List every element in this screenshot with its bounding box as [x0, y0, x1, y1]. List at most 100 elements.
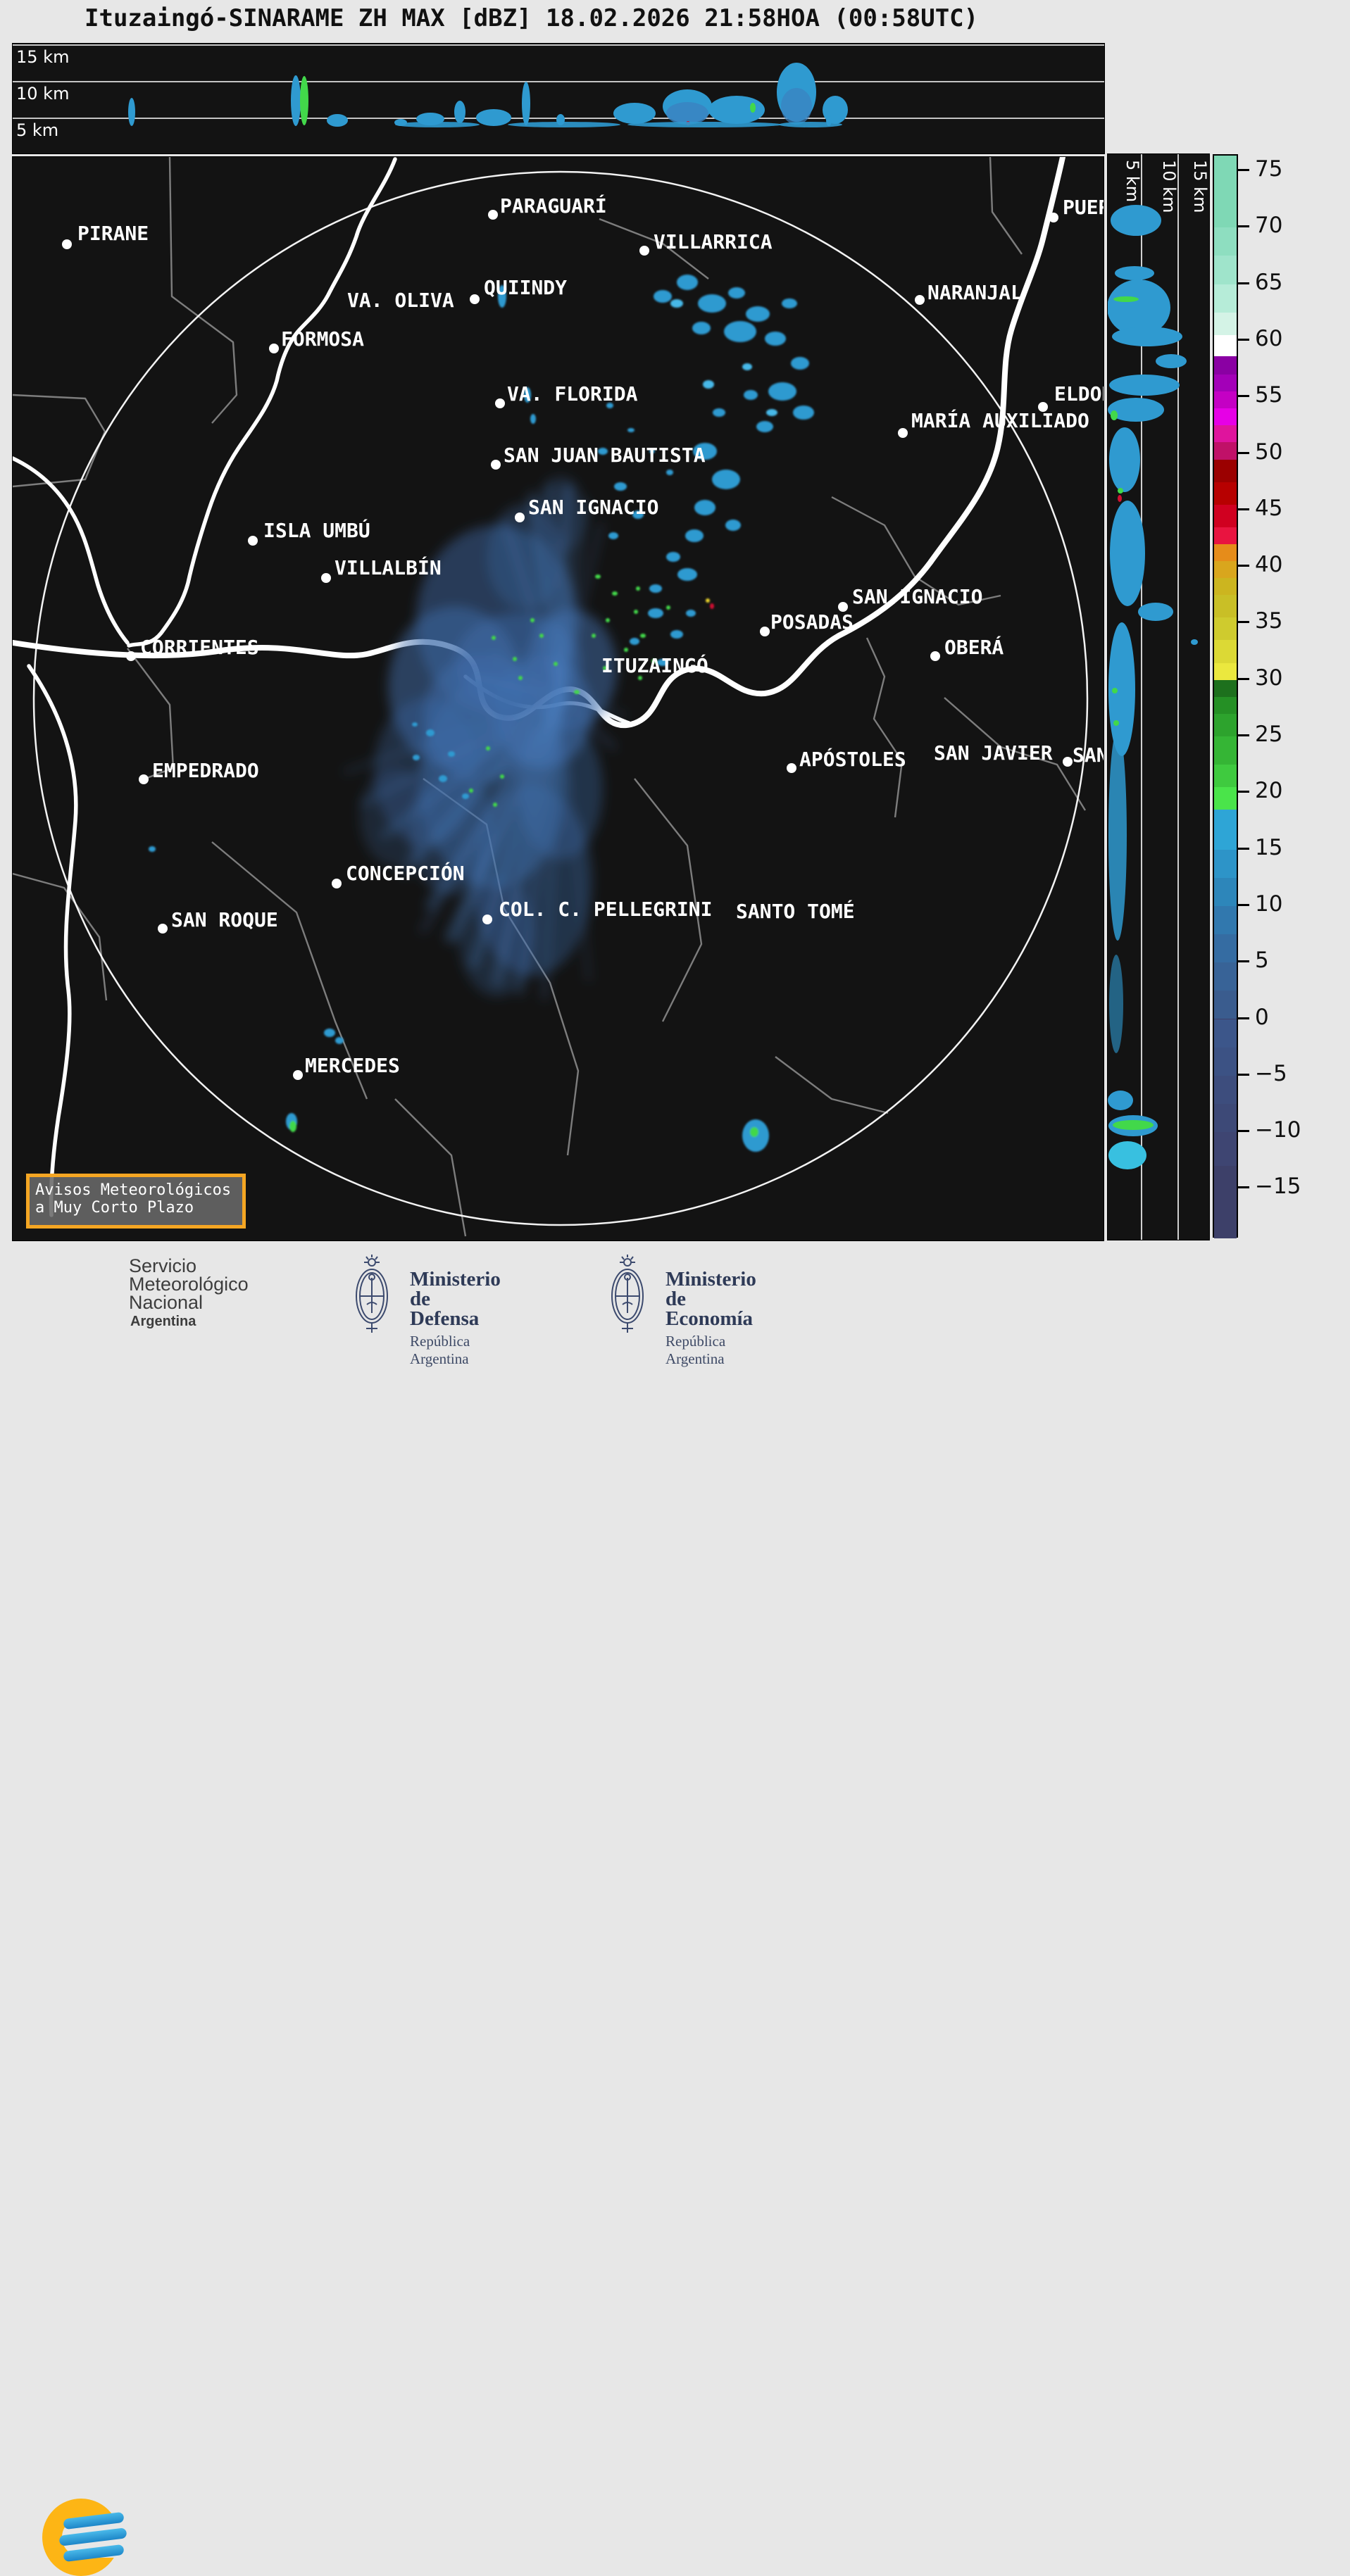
smn-line2: Meteorológico [129, 1274, 249, 1295]
city-label: SAN JUAN BAUTISTA [504, 444, 706, 467]
city-label: SAN IGNACIO [528, 496, 659, 519]
ministry-logo: Ministerio de Economía República Argentina [606, 1254, 756, 1367]
radar-map-plot [13, 157, 1089, 1237]
city-dot [158, 924, 168, 934]
colorbar-segment [1214, 1047, 1237, 1076]
radar-map: PIRANE PARAGUARÍ VILLARRICA QUIINDY VA. OLIV… [12, 156, 1104, 1241]
city-dot [495, 398, 505, 408]
alert-box[interactable]: Avisos Meteorológicos a Muy Corto Plazo [26, 1174, 246, 1229]
dbz-colorbar [1213, 154, 1238, 1239]
alert-box-line2: a Muy Corto Plazo [35, 1199, 194, 1217]
colorbar-segment [1214, 810, 1237, 850]
colorbar-tick [1238, 395, 1249, 398]
colorbar-segment [1214, 284, 1237, 313]
ministry-name: Ministerio de Defensa República Argentina [410, 1268, 501, 1368]
city-label: SAN JAVIER [934, 741, 1053, 765]
colorbar-segment [1214, 544, 1237, 562]
colorbar-segment [1214, 256, 1237, 284]
alert-box-line1: Avisos Meteorológicos [35, 1181, 232, 1199]
city-dot [248, 536, 258, 546]
smn-logo [42, 2499, 127, 2576]
colorbar-tick [1238, 1017, 1249, 1019]
coat-of-arms-icon [611, 1255, 644, 1333]
colorbar-tick [1238, 282, 1249, 284]
colorbar-segment [1214, 442, 1237, 460]
right-cross-section-plot [1108, 154, 1198, 1240]
colorbar-segment [1214, 713, 1237, 736]
city-dot [139, 774, 149, 784]
top-cross-section-plot [13, 44, 1104, 127]
city-dots [62, 210, 1073, 1080]
city-dot [62, 239, 72, 249]
admin-boundaries [13, 157, 1087, 1237]
height-label: 5 km [1123, 160, 1142, 203]
city-label: VILLARRICA [654, 230, 773, 253]
colorbar-tick [1238, 1130, 1249, 1133]
city-dot [269, 344, 279, 353]
city-dot [787, 763, 796, 773]
colorbar-tick-label: 65 [1255, 269, 1283, 295]
smn-line1: Servicio [129, 1255, 197, 1276]
city-dot [293, 1070, 303, 1080]
colorbar-tick-label: −15 [1255, 1174, 1301, 1200]
colorbar-tick-label: 0 [1255, 1004, 1269, 1030]
colorbar-segment [1214, 527, 1237, 544]
colorbar-tick-label: 50 [1255, 439, 1283, 465]
city-dot [639, 246, 649, 256]
colorbar-tick [1238, 960, 1249, 963]
city-label: VILLALBÍN [335, 556, 442, 579]
colorbar-segment [1214, 934, 1237, 963]
colorbar-segment [1214, 1132, 1237, 1167]
city-dot [1063, 757, 1073, 767]
colorbar-segment [1214, 849, 1237, 878]
colorbar-segment [1214, 459, 1237, 482]
colorbar-segment [1214, 391, 1237, 409]
city-dot [488, 210, 498, 220]
city-label: QUIINDY [484, 276, 568, 299]
colorbar-segment [1214, 736, 1237, 765]
colorbar-tick [1238, 734, 1249, 736]
colorbar-tick [1238, 565, 1249, 567]
city-label: PIRANE [77, 222, 149, 245]
colorbar-segment [1214, 482, 1237, 505]
smn-name: Servicio Meteorológico Nacional [129, 1257, 249, 1312]
height-label: 10 km [1159, 160, 1179, 213]
colorbar-tick [1238, 1186, 1249, 1189]
city-label: ITUZAINGÓ [601, 654, 708, 677]
city-dot [760, 627, 770, 636]
city-label: APÓSTOLES [799, 748, 906, 771]
colorbar-tick-label: 20 [1255, 778, 1283, 804]
colorbar-segment [1214, 595, 1237, 618]
colorbar-tick-label: 55 [1255, 382, 1283, 408]
colorbar-tick-label: 25 [1255, 722, 1283, 747]
colorbar-tick [1238, 847, 1249, 850]
height-label: 15 km [16, 47, 70, 67]
smn-line3: Nacional [129, 1292, 204, 1313]
colorbar-tick-label: −5 [1255, 1060, 1287, 1086]
colorbar-segment [1214, 356, 1237, 375]
city-label: NARANJAL [927, 281, 1023, 304]
city-dot [321, 573, 331, 583]
height-label: 5 km [16, 120, 59, 140]
city-dot [470, 294, 480, 304]
colorbar-segment [1214, 787, 1237, 810]
city-label: SAN IGNACIO [852, 585, 983, 608]
colorbar-tick [1238, 903, 1249, 906]
city-label: VA. OLIVA [347, 289, 454, 312]
colorbar-segment [1214, 679, 1237, 697]
city-label: PARAGUARÍ [500, 194, 607, 218]
radar-range-ring [32, 170, 1089, 1226]
city-label: SANTO TOMÉ [736, 900, 855, 923]
colorbar-tick-label: 10 [1255, 891, 1283, 917]
colorbar-segment [1214, 561, 1237, 579]
colorbar-segment [1214, 1019, 1237, 1048]
colorbar-segment [1214, 375, 1237, 392]
city-dot [898, 428, 908, 438]
city-dot [930, 651, 940, 661]
colorbar-tick-label: 30 [1255, 665, 1283, 691]
colorbar-segment [1214, 640, 1237, 663]
colorbar-segment [1214, 1075, 1237, 1104]
city-dot [515, 513, 525, 522]
colorbar-tick-label: 5 [1255, 948, 1269, 974]
colorbar-segment [1214, 617, 1237, 641]
